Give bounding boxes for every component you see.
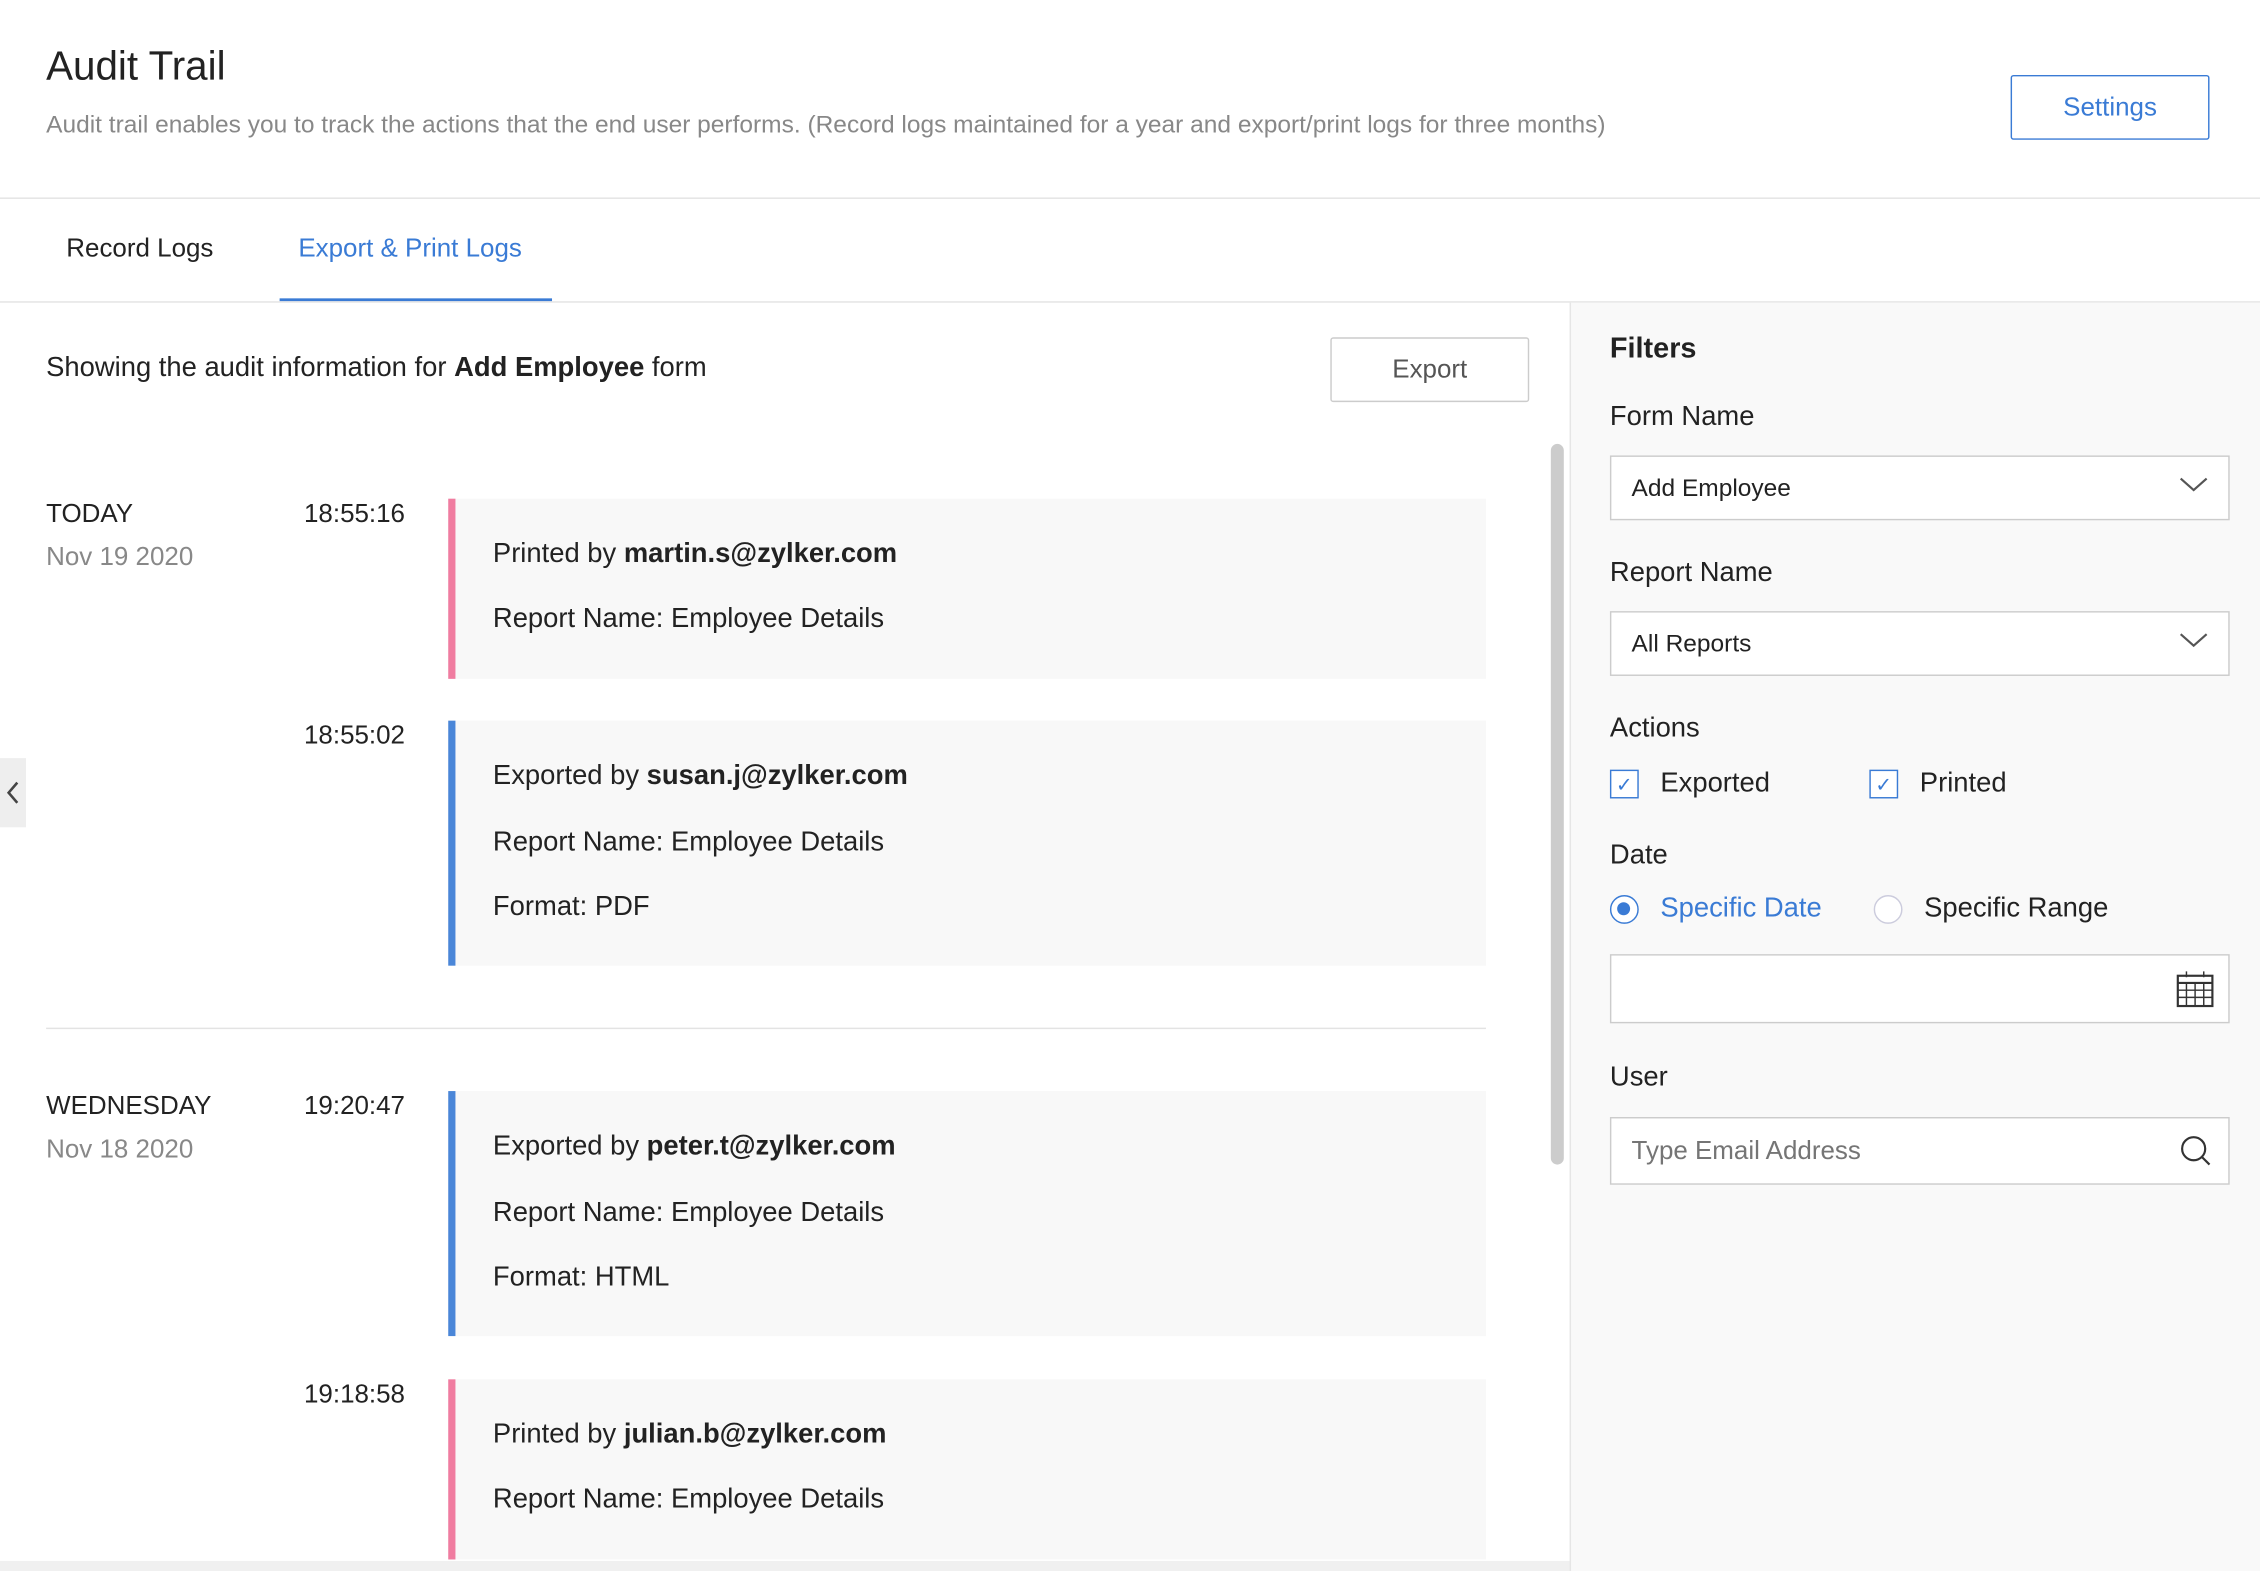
showing-form-name: Add Employee (454, 353, 645, 384)
actions-label: Actions (1609, 713, 1700, 744)
group-day: WEDNESDAY (46, 1091, 212, 1120)
entry-action-text: Exported by (492, 761, 647, 792)
filters-title: Filters (1609, 332, 1697, 365)
group-date: Nov 18 2020 (46, 1134, 194, 1164)
exported-checkbox[interactable]: ✓ (1609, 769, 1639, 799)
entry-format: Format: HTML (492, 1262, 670, 1293)
form-name-value: Add Employee (1631, 473, 1791, 501)
entry-action-text: Exported by (492, 1131, 647, 1162)
entry-action-text: Printed by (492, 539, 624, 570)
entry-action-text: Printed by (492, 1419, 624, 1450)
date-input[interactable] (1609, 954, 2230, 1024)
check-icon: ✓ (1615, 771, 1633, 795)
form-name-select[interactable]: Add Employee (1609, 455, 2230, 521)
exported-label[interactable]: Exported (1660, 768, 1770, 799)
report-name-value: All Reports (1631, 629, 1752, 657)
user-label: User (1609, 1062, 1668, 1093)
entry-user: peter.t@zylker.com (646, 1131, 896, 1162)
check-icon: ✓ (1875, 771, 1893, 795)
log-entry-card: Exported by peter.t@zylker.com Report Na… (448, 1091, 1486, 1337)
showing-prefix: Showing the audit information for (46, 353, 455, 384)
export-button[interactable]: Export (1330, 337, 1530, 403)
entry-time: 18:55:16 (304, 498, 406, 528)
specific-date-radio[interactable] (1609, 895, 1639, 924)
entry-action: Printed by martin.s@zylker.com (493, 539, 897, 571)
entry-action: Printed by julian.b@zylker.com (493, 1420, 887, 1452)
showing-suffix: form (644, 353, 707, 384)
specific-date-label[interactable]: Specific Date (1660, 893, 1822, 924)
specific-range-radio[interactable] (1873, 895, 1903, 924)
entry-report: Report Name: Employee Details (492, 603, 885, 635)
entry-time: 19:20:47 (304, 1091, 406, 1120)
showing-info: Showing the audit information for Add Em… (46, 353, 707, 385)
report-name-select[interactable]: All Reports (1609, 611, 2230, 676)
entry-time: 19:18:58 (304, 1379, 406, 1409)
group-date: Nov 19 2020 (46, 541, 194, 571)
page-subtitle: Audit trail enables you to track the act… (46, 110, 1606, 139)
entry-user: susan.j@zylker.com (646, 761, 908, 792)
tab-record-logs[interactable]: Record Logs (66, 233, 214, 263)
form-name-label: Form Name (1609, 402, 1755, 433)
tab-export-print-logs[interactable]: Export & Print Logs (298, 233, 522, 263)
entry-action: Exported by susan.j@zylker.com (493, 761, 908, 793)
specific-range-label[interactable]: Specific Range (1924, 893, 2109, 924)
entry-user: martin.s@zylker.com (623, 539, 898, 570)
chevron-left-icon (6, 781, 19, 804)
tabs-divider (0, 301, 2260, 303)
log-entry-card: Printed by julian.b@zylker.com Report Na… (448, 1379, 1486, 1560)
entry-format: Format: PDF (492, 892, 650, 923)
printed-checkbox[interactable]: ✓ (1869, 769, 1899, 799)
entry-report: Report Name: Employee Details (492, 1197, 885, 1228)
bottom-edge (0, 1560, 1570, 1571)
entry-user: julian.b@zylker.com (623, 1419, 887, 1450)
date-label: Date (1609, 840, 1668, 871)
entry-time: 18:55:02 (304, 720, 406, 750)
printed-label[interactable]: Printed (1919, 768, 2007, 799)
settings-button[interactable]: Settings (2010, 74, 2210, 140)
entry-report: Report Name: Employee Details (492, 1484, 885, 1515)
header-divider (0, 197, 2260, 199)
log-entry-card: Exported by susan.j@zylker.com Report Na… (448, 720, 1486, 966)
active-tab-indicator (279, 298, 553, 302)
collapse-panel-button[interactable] (0, 758, 26, 828)
chevron-down-icon (2179, 477, 2208, 492)
group-divider (46, 1027, 1486, 1030)
chevron-down-icon (2179, 633, 2208, 648)
page-title: Audit Trail (46, 43, 226, 88)
search-icon[interactable] (2179, 1134, 2211, 1166)
entry-action: Exported by peter.t@zylker.com (493, 1131, 896, 1163)
scrollbar[interactable] (1550, 443, 1564, 1165)
report-name-label: Report Name (1609, 557, 1773, 589)
user-email-input[interactable] (1609, 1117, 2230, 1185)
calendar-icon[interactable] (2176, 970, 2214, 1008)
entry-report: Report Name: Employee Details (492, 827, 885, 858)
log-entry-card: Printed by martin.s@zylker.com Report Na… (448, 498, 1486, 679)
group-day: TODAY (46, 498, 134, 528)
